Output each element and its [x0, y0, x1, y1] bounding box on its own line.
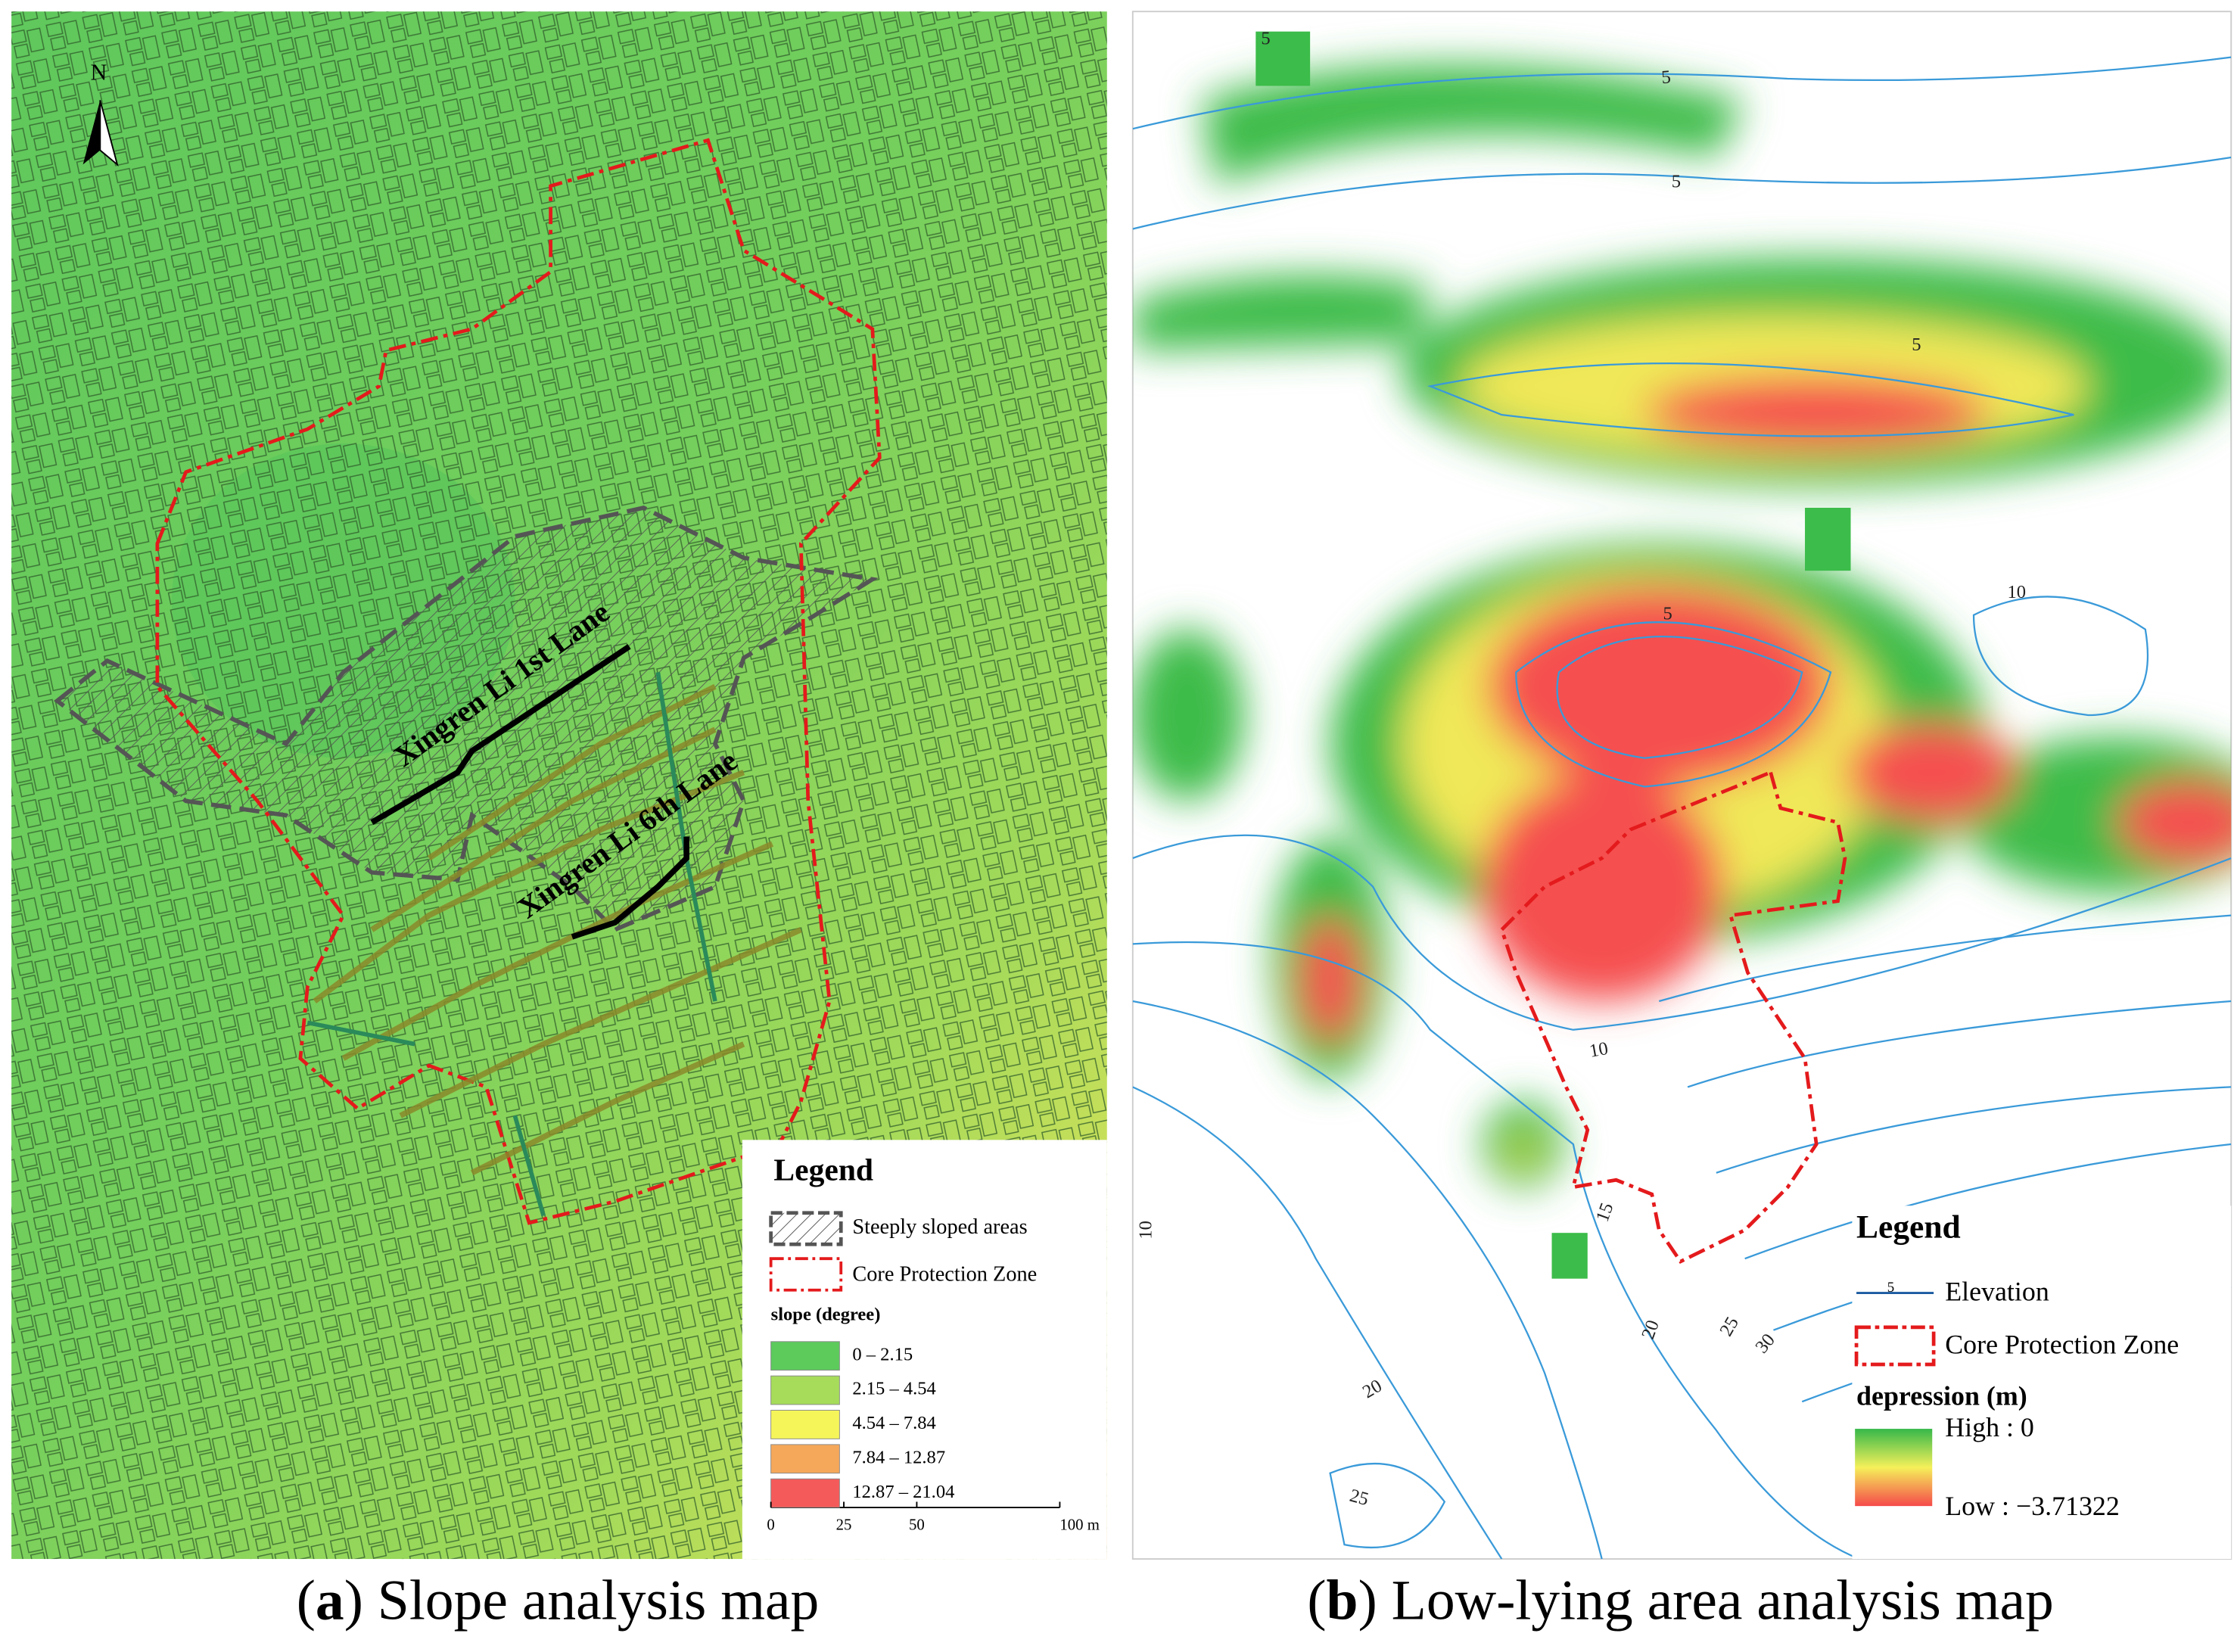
slope-swatch — [770, 1410, 840, 1439]
legend-label: Core Protection Zone — [852, 1262, 1037, 1286]
slope-label: 4.54 – 7.84 — [852, 1413, 935, 1433]
core-protection-zone — [1499, 770, 1847, 1264]
contour-label: 10 — [2007, 582, 2026, 602]
contour-label: 5 — [1261, 29, 1270, 49]
core-protection-zone — [155, 138, 882, 1225]
scale-label: 100 m — [1059, 1516, 1100, 1533]
slope-label: 7.84 – 12.87 — [852, 1447, 945, 1467]
slope-label: 0 – 2.15 — [852, 1344, 913, 1364]
lane-6 — [571, 836, 689, 940]
slope-swatch — [770, 1341, 840, 1371]
slope-label: 12.87 – 21.04 — [852, 1482, 954, 1502]
caption: (b) Low-lying area analysis map — [1307, 1570, 2053, 1632]
north-label: N — [90, 59, 107, 85]
legend-swatch — [769, 1211, 843, 1246]
slope-label: 2.15 – 4.54 — [852, 1379, 935, 1399]
slope-swatch — [770, 1375, 840, 1405]
contour-label: 5 — [1660, 67, 1672, 88]
legend-title: Legend — [1856, 1209, 1961, 1245]
legend-label: Steeply sloped areas — [852, 1215, 1027, 1239]
caption-open: ( — [297, 1570, 316, 1632]
contour-label: 5 — [1912, 334, 1921, 355]
caption: (a) Slope analysis map — [297, 1570, 820, 1632]
legend-title: Legend — [773, 1152, 873, 1187]
caption-text: ) Low-lying area analysis map — [1358, 1570, 2054, 1632]
scale-label: 50 — [909, 1516, 925, 1533]
ramp-low: Low : −3.71322 — [1945, 1491, 2120, 1521]
street-network — [313, 683, 802, 1176]
depression-title: depression (m) — [1856, 1381, 2027, 1411]
legend-swatch — [1854, 1325, 1936, 1367]
contour-label: 5 — [1663, 603, 1672, 624]
legend-sample: 5 — [1887, 1280, 1894, 1296]
legend-swatch — [769, 1257, 843, 1292]
legend: Legend Steeply sloped areas Core Protect… — [742, 1140, 1107, 1560]
depression-raster — [1132, 31, 2232, 1560]
contour-label: 10 — [1135, 1221, 1156, 1240]
legend: Legend 5 Elevation Core Protection Zone … — [1852, 1206, 2232, 1560]
legend-label: Elevation — [1945, 1277, 2049, 1307]
slope-swatch — [770, 1478, 840, 1508]
contour-label: 5 — [1672, 172, 1681, 192]
slope-swatch — [770, 1444, 840, 1474]
lane-1 — [370, 644, 631, 826]
panel-a: N Xingren Li 1st Lane Xingren Li 6th Lan… — [11, 11, 1107, 1632]
caption-letter: a — [316, 1570, 344, 1632]
legend-label: Core Protection Zone — [1945, 1330, 2179, 1360]
caption-letter: b — [1327, 1570, 1358, 1632]
steep-area — [54, 506, 879, 932]
north-arrow: N — [82, 59, 119, 167]
caption-open: ( — [1307, 1570, 1326, 1632]
scale-label: 25 — [836, 1516, 852, 1533]
contours — [1132, 56, 2232, 1560]
depression-ramp — [1855, 1429, 1933, 1507]
ramp-high: High : 0 — [1945, 1412, 2034, 1442]
slope-title: slope (degree) — [771, 1304, 881, 1324]
caption-text: ) Slope analysis map — [344, 1570, 820, 1632]
scale-label: 0 — [767, 1516, 774, 1533]
contour-label: 10 — [1588, 1038, 1610, 1062]
